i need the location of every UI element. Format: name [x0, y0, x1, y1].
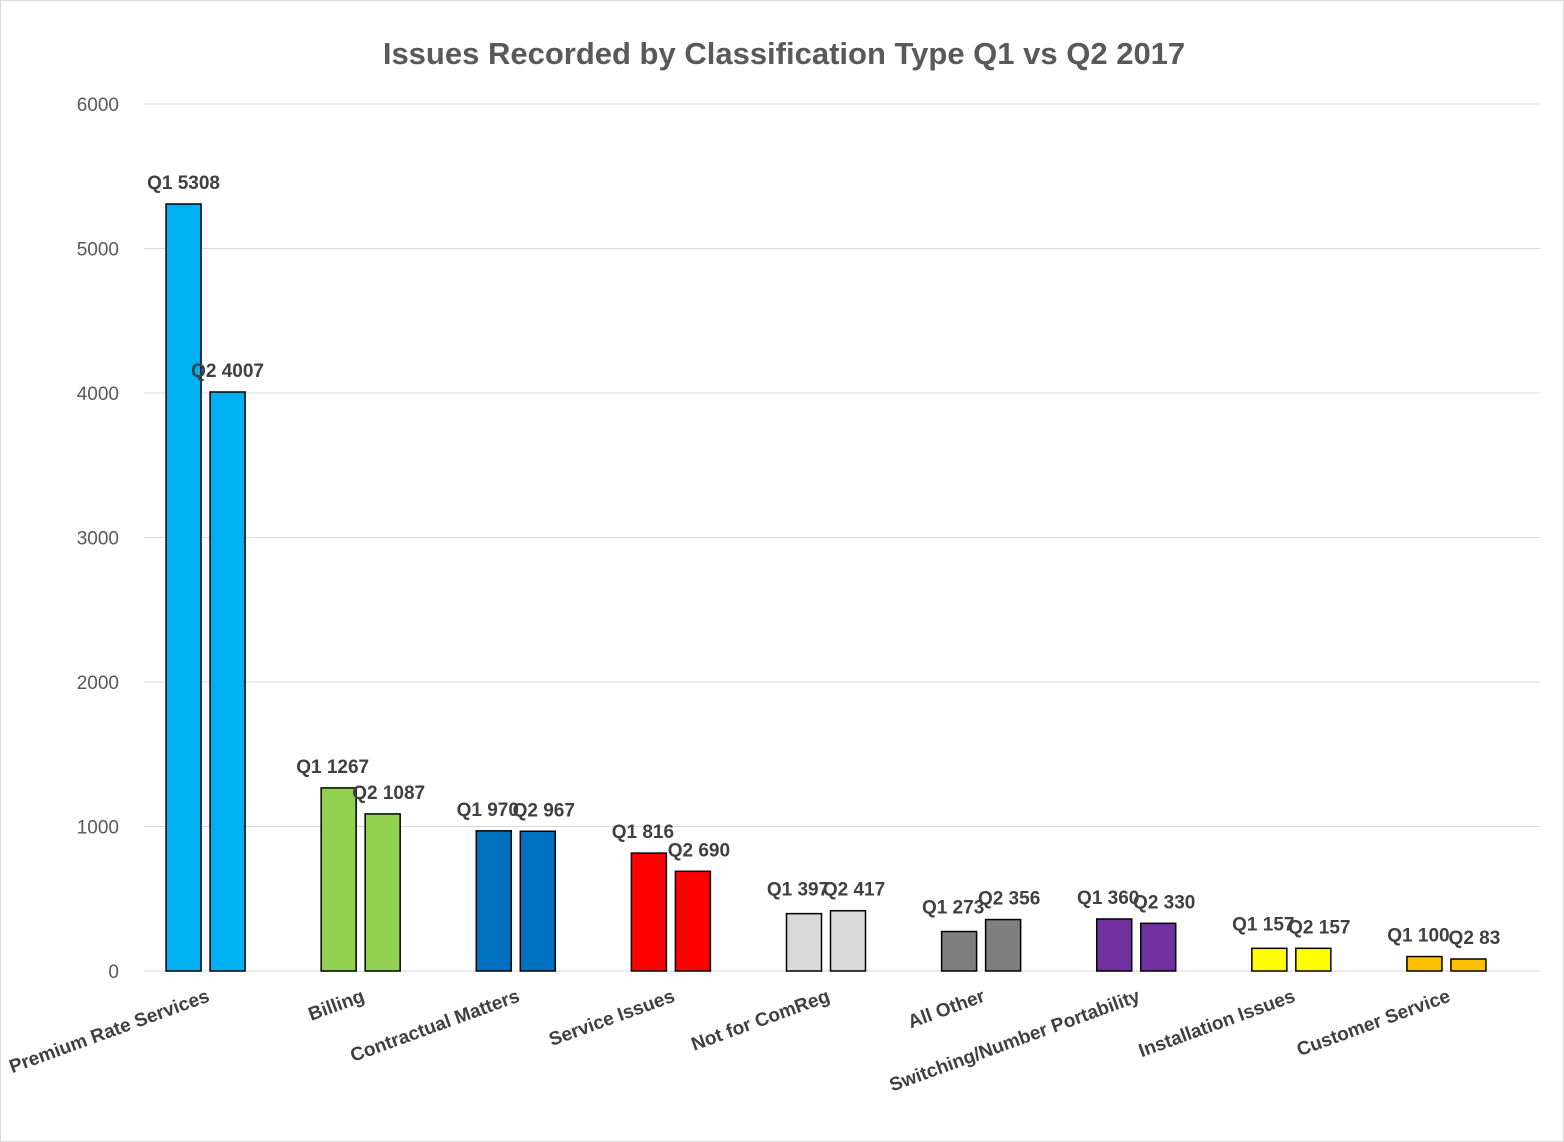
y-tick-label: 4000 — [77, 384, 119, 405]
bar — [630, 852, 668, 972]
data-label: Q1 100 — [1387, 926, 1449, 947]
data-label: Q2 690 — [668, 840, 730, 861]
data-label: Q1 397 — [767, 880, 829, 901]
x-axis-ticks: Premium Rate Services BillingContractual … — [7, 986, 1454, 1097]
y-tick-label: 6000 — [77, 95, 119, 116]
bars — [165, 203, 1487, 972]
x-tick-label: Service Issues — [546, 986, 677, 1051]
data-label: Q1 5308 — [147, 173, 220, 194]
y-tick-label: 1000 — [77, 818, 119, 839]
chart-title: Issues Recorded by Classification Type Q… — [383, 36, 1185, 71]
data-label: Q1 360 — [1077, 888, 1139, 909]
x-tick-label: Billing — [306, 986, 368, 1026]
bar — [785, 912, 823, 972]
bar — [940, 930, 978, 972]
y-axis-ticks: 0 1000 2000 3000 4000 5000 6000 — [77, 95, 119, 983]
bar — [674, 870, 712, 972]
bar — [1406, 955, 1443, 972]
x-tick-label: All Other — [905, 986, 988, 1033]
data-label: Q2 83 — [1449, 928, 1501, 949]
x-tick-label: Installation Issues — [1136, 986, 1298, 1062]
bar — [165, 203, 202, 972]
data-label: Q1 970 — [457, 800, 519, 821]
x-tick-label: Switching/Number Portability — [887, 986, 1144, 1097]
data-label: Q1 1267 — [296, 757, 369, 778]
bar — [320, 787, 357, 972]
data-label: Q2 1087 — [352, 783, 425, 804]
y-tick-label: 3000 — [77, 529, 119, 550]
bar — [364, 813, 401, 972]
data-label: Q1 816 — [612, 822, 674, 843]
data-label: Q2 417 — [823, 880, 885, 901]
bar — [209, 391, 246, 972]
bar — [1450, 958, 1487, 972]
bar — [1295, 947, 1332, 972]
y-tick-label: 5000 — [77, 240, 119, 261]
bar — [1139, 922, 1177, 972]
data-label: Q2 967 — [513, 800, 575, 821]
y-tick-label: 2000 — [77, 673, 119, 694]
x-tick-label: Not for ComReg — [689, 986, 833, 1056]
data-label: Q2 4007 — [191, 361, 264, 382]
data-label: Q2 157 — [1288, 917, 1350, 938]
bar — [475, 830, 513, 972]
data-label: Q1 273 — [922, 898, 984, 919]
data-label: Q1 157 — [1232, 914, 1294, 935]
data-label: Q2 330 — [1133, 892, 1195, 913]
y-tick-label: 0 — [108, 962, 119, 983]
bar — [1251, 947, 1288, 972]
bar — [829, 909, 867, 972]
bar — [1095, 918, 1133, 972]
x-tick-label: Contractual Matters — [348, 986, 523, 1067]
x-tick-label: Customer Service — [1294, 986, 1453, 1061]
x-tick-label: Premium Rate Services — [7, 986, 213, 1078]
data-label: Q2 356 — [978, 889, 1040, 910]
bar — [519, 830, 557, 972]
bar — [984, 918, 1022, 972]
